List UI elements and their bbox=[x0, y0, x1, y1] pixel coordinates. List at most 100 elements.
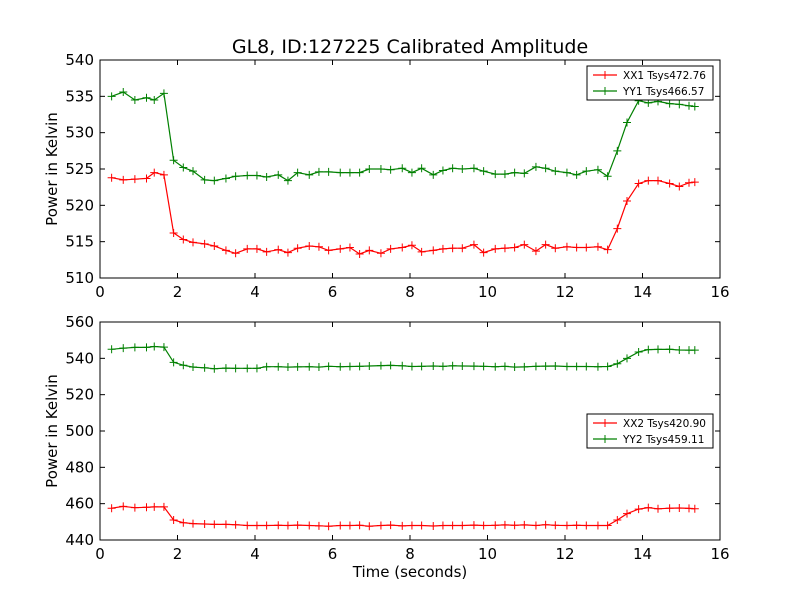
data-point bbox=[690, 504, 699, 513]
data-point bbox=[479, 521, 488, 530]
data-point bbox=[407, 168, 416, 177]
data-point bbox=[429, 361, 438, 370]
data-point bbox=[438, 521, 447, 530]
data-point bbox=[365, 165, 374, 173]
data-point bbox=[448, 361, 457, 370]
data-point bbox=[448, 244, 457, 253]
data-point bbox=[603, 172, 612, 181]
data-point bbox=[365, 522, 374, 531]
panel-1: 0 2 4 6 8 10 12 14 16 510 515 520 525 530 535 540 Power … bbox=[43, 51, 730, 301]
data-point bbox=[365, 361, 374, 370]
data-point bbox=[500, 362, 509, 371]
data-point bbox=[623, 118, 631, 127]
y-tick-label: 540 bbox=[65, 51, 94, 69]
data-point bbox=[593, 165, 602, 174]
data-point bbox=[510, 521, 519, 530]
data-point bbox=[562, 362, 571, 371]
y-tick-label: 510 bbox=[65, 269, 94, 287]
data-point bbox=[262, 521, 271, 530]
data-point bbox=[386, 165, 395, 174]
data-point bbox=[613, 224, 622, 233]
data-point bbox=[142, 93, 151, 102]
x-axis-label: Time (seconds) bbox=[352, 563, 468, 581]
data-point bbox=[685, 178, 693, 187]
legend: XX1 Tsys472.76 YY1 Tsys466.57 bbox=[586, 65, 714, 101]
data-point bbox=[603, 362, 612, 371]
data-point bbox=[150, 502, 159, 511]
data-point bbox=[314, 363, 323, 372]
data-point bbox=[150, 168, 159, 177]
data-point bbox=[305, 242, 314, 251]
data-point bbox=[469, 362, 478, 371]
data-point bbox=[520, 362, 529, 371]
data-point bbox=[189, 519, 197, 528]
data-point bbox=[644, 503, 653, 512]
data-point bbox=[336, 362, 345, 371]
y-tick-label: 440 bbox=[65, 531, 94, 549]
data-point bbox=[479, 248, 488, 257]
data-point bbox=[665, 99, 674, 108]
data-point bbox=[562, 242, 571, 251]
data-point bbox=[407, 362, 416, 371]
data-point bbox=[417, 362, 426, 371]
data-point bbox=[107, 504, 116, 513]
data-point bbox=[386, 521, 395, 530]
data-point bbox=[252, 521, 261, 530]
data-point bbox=[500, 170, 509, 179]
data-point bbox=[429, 522, 438, 531]
data-point bbox=[142, 343, 151, 352]
data-point bbox=[562, 521, 571, 530]
data-point bbox=[179, 518, 188, 527]
data-point bbox=[685, 101, 693, 110]
data-point bbox=[386, 361, 395, 370]
data-point bbox=[531, 521, 540, 530]
y-tick-label: 520 bbox=[65, 386, 94, 404]
data-point bbox=[305, 521, 314, 530]
data-point bbox=[572, 170, 581, 179]
x-tick-label: 2 bbox=[173, 283, 183, 301]
data-point bbox=[293, 168, 302, 177]
x-tick-label: 8 bbox=[405, 283, 415, 301]
data-point bbox=[429, 246, 438, 255]
data-point bbox=[541, 240, 550, 249]
data-point bbox=[603, 245, 612, 254]
data-point bbox=[541, 164, 550, 173]
chart-title: GL8, ID:127225 Calibrated Amplitude bbox=[232, 36, 588, 58]
y-tick-label: 520 bbox=[65, 196, 94, 214]
y-tick-label: 500 bbox=[65, 422, 94, 440]
data-point bbox=[654, 345, 662, 354]
data-point bbox=[551, 244, 560, 253]
data-point bbox=[500, 520, 509, 529]
data-point bbox=[345, 521, 354, 530]
data-point bbox=[582, 243, 591, 252]
data-point bbox=[200, 175, 209, 184]
data-point bbox=[274, 362, 283, 371]
data-point bbox=[510, 363, 519, 372]
legend-marker bbox=[601, 435, 609, 443]
data-point bbox=[231, 520, 240, 529]
data-point bbox=[675, 100, 684, 109]
data-point bbox=[675, 182, 684, 191]
x-tick-label: 0 bbox=[95, 545, 105, 563]
data-point bbox=[582, 167, 591, 176]
series-1 bbox=[107, 502, 699, 531]
data-point bbox=[551, 521, 560, 530]
data-point bbox=[314, 242, 323, 251]
data-point bbox=[107, 345, 116, 354]
data-point bbox=[541, 362, 550, 371]
data-point bbox=[623, 509, 631, 518]
data-point bbox=[690, 178, 699, 187]
data-point bbox=[159, 89, 168, 98]
x-tick-label: 14 bbox=[633, 545, 652, 563]
data-point bbox=[324, 246, 333, 255]
data-point bbox=[520, 520, 529, 529]
data-point bbox=[293, 521, 302, 530]
data-point bbox=[572, 243, 581, 252]
data-point bbox=[210, 176, 219, 185]
data-point bbox=[355, 250, 364, 259]
data-point bbox=[324, 362, 333, 371]
axes-frame bbox=[99, 59, 721, 279]
y-axis-label: Power in Kelvin bbox=[43, 112, 61, 226]
data-point bbox=[448, 521, 457, 530]
